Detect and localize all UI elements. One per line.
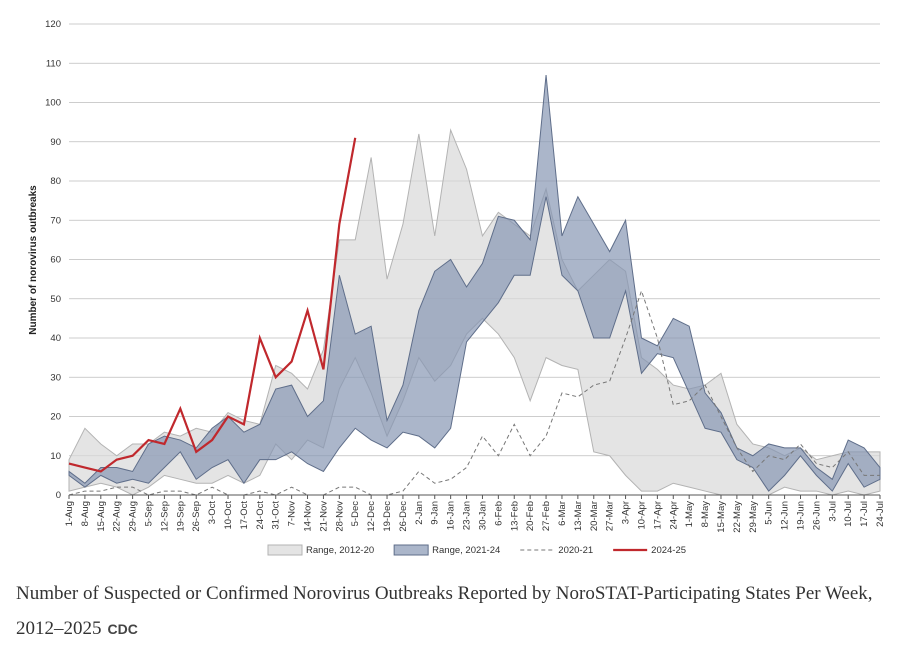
y-tick-label: 0 bbox=[56, 490, 61, 501]
y-axis-label: Number of norovirus outbreaks bbox=[28, 185, 39, 335]
x-tick-label: 22-May bbox=[732, 501, 743, 533]
y-tick-label: 30 bbox=[50, 372, 61, 383]
y-tick-label: 40 bbox=[50, 333, 61, 344]
x-tick-label: 31-Oct bbox=[271, 501, 282, 530]
x-tick-label: 13-Mar bbox=[573, 501, 584, 531]
range-band bbox=[68, 74, 881, 492]
series-line bbox=[68, 289, 880, 496]
x-tick-label: 23-Jan bbox=[462, 501, 473, 530]
series-line bbox=[68, 137, 357, 473]
x-tick-label: 15-Aug bbox=[96, 501, 107, 532]
x-tick-label: 17-Oct bbox=[239, 501, 250, 530]
y-tick-label: 80 bbox=[50, 176, 61, 187]
y-tick-label: 110 bbox=[46, 58, 61, 69]
legend-label: 2024-25 bbox=[651, 545, 686, 556]
x-tick-label: 24-Jul bbox=[875, 501, 886, 527]
legend: Range, 2012-20 Range, 2021-24 2020-21 2024-… bbox=[267, 544, 686, 556]
x-tick-label: 28-Nov bbox=[334, 501, 345, 532]
legend-swatch bbox=[267, 544, 303, 556]
x-tick-label: 3-Jul bbox=[827, 501, 838, 522]
x-tick-label: 6-Feb bbox=[493, 501, 504, 526]
x-tick-label: 5-Sep bbox=[144, 501, 155, 526]
x-tick-label: 19-Dec bbox=[382, 501, 393, 532]
x-tick-label: 14-Nov bbox=[303, 501, 314, 532]
x-tick-label: 12-Jun bbox=[780, 501, 791, 530]
x-tick-label: 19-Sep bbox=[175, 501, 186, 532]
y-tick-label: 90 bbox=[50, 137, 61, 148]
x-tick-label: 30-Jan bbox=[477, 501, 488, 530]
legend-swatch bbox=[393, 544, 429, 556]
y-tick-label: 120 bbox=[45, 19, 61, 30]
chart: Number of norovirus outbreaks 0 10 20 30 40 5… bbox=[28, 19, 886, 556]
caption: Number of Suspected or Confirmed Norovir… bbox=[16, 576, 891, 647]
y-tick-label: 70 bbox=[50, 215, 61, 226]
y-tick-label: 60 bbox=[50, 255, 61, 266]
x-tick-label: 21-Nov bbox=[318, 501, 329, 532]
x-tick-label: 24-Oct bbox=[255, 501, 266, 530]
x-tick-label: 20-Feb bbox=[525, 501, 536, 531]
x-tick-label: 3-Apr bbox=[621, 501, 632, 524]
x-tick-label: 27-Mar bbox=[605, 501, 616, 531]
x-tick-label: 7-Nov bbox=[287, 501, 298, 527]
legend-label: Range, 2012-20 bbox=[306, 545, 374, 556]
x-tick-label: 8-May bbox=[700, 501, 711, 528]
x-tick-label: 15-May bbox=[716, 501, 727, 533]
x-tick-label: 29-May bbox=[748, 501, 759, 533]
x-tick-label: 12-Dec bbox=[366, 501, 377, 532]
x-tick-label: 10-Jul bbox=[843, 501, 854, 527]
x-tick-label: 10-Apr bbox=[636, 501, 647, 530]
x-tick-label: 8-Aug bbox=[80, 501, 91, 526]
x-tick-label: 22-Aug bbox=[112, 501, 123, 532]
y-tick-label: 20 bbox=[50, 412, 61, 423]
x-tick-label: 2-Jan bbox=[414, 501, 425, 525]
x-tick-label: 12-Sep bbox=[159, 501, 170, 532]
x-tick-label: 1-May bbox=[684, 501, 695, 528]
y-tick-label: 100 bbox=[45, 98, 61, 109]
credit: CDC bbox=[107, 621, 138, 637]
x-tick-label: 6-Mar bbox=[557, 501, 568, 526]
x-tick-label: 24-Apr bbox=[668, 501, 679, 530]
x-tick-label: 1-Aug bbox=[64, 501, 75, 526]
x-tick-label: 5-Dec bbox=[350, 501, 361, 527]
x-tick-label: 20-Mar bbox=[589, 501, 600, 531]
caption-text: Number of Suspected or Confirmed Norovir… bbox=[16, 583, 873, 639]
x-tick-label: 5-Jun bbox=[764, 501, 775, 525]
y-tick-label: 50 bbox=[50, 294, 61, 305]
x-tick-label: 29-Aug bbox=[128, 501, 139, 532]
x-tick-label: 26-Dec bbox=[398, 501, 409, 532]
x-tick-label: 26-Sep bbox=[191, 501, 202, 532]
legend-label: 2020-21 bbox=[558, 545, 593, 556]
x-tick-label: 19-Jun bbox=[795, 501, 806, 530]
x-tick-label: 27-Feb bbox=[541, 501, 552, 531]
x-tick-label: 13-Feb bbox=[509, 501, 520, 531]
x-tick-label: 9-Jan bbox=[430, 501, 441, 525]
x-tick-label: 17-Jul bbox=[859, 501, 870, 527]
x-tick-label: 26-Jun bbox=[811, 501, 822, 530]
y-tick-label: 10 bbox=[50, 451, 61, 462]
legend-label: Range, 2021-24 bbox=[432, 545, 500, 556]
x-tick-label: 10-Oct bbox=[223, 501, 234, 530]
x-tick-label: 17-Apr bbox=[652, 501, 663, 530]
x-tick-label: 16-Jan bbox=[446, 501, 457, 530]
x-tick-label: 3-Oct bbox=[207, 501, 218, 525]
